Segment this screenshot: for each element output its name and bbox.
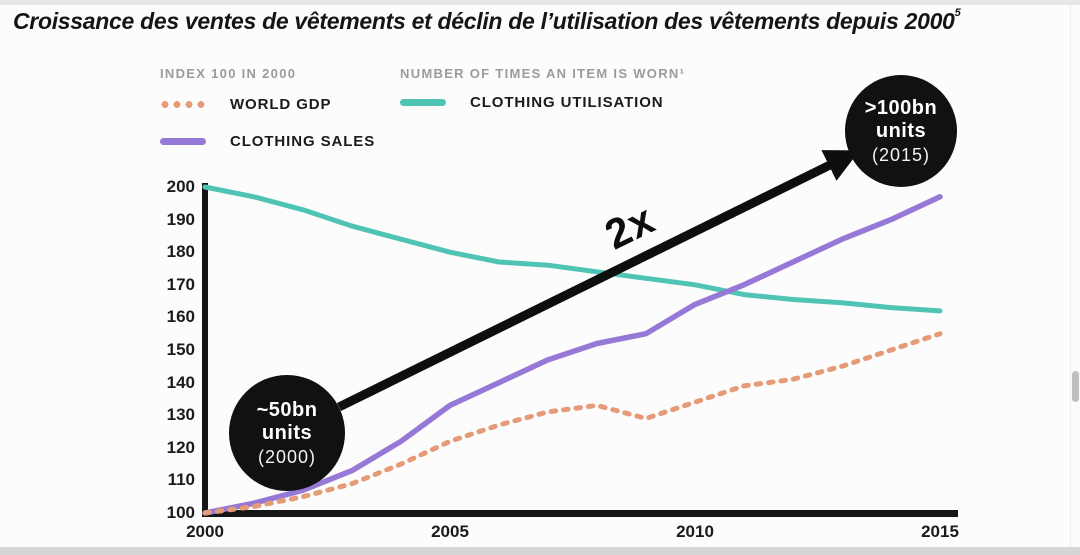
y-axis-tick-label: 120 [166,437,195,457]
legend-item-clothing-utilisation: CLOTHING UTILISATION [400,94,664,111]
annotation-bubble-2015-units: >100bn units (2015) [845,75,957,187]
annotation-bubble-2000-units: ~50bn units (2000) [229,375,345,491]
y-axis-tick-label: 130 [166,405,195,425]
legend: INDEX 100 IN 2000 NUMBER OF TIMES AN ITE… [160,66,684,150]
y-axis-tick-label: 200 [166,177,195,196]
x-axis: 2000 2005 2010 2015 [0,522,1080,548]
bubble-2000-year: (2000) [257,446,317,467]
x-axis-tick-label: 2005 [431,522,469,541]
x-axis-tick-label: 2000 [186,522,224,541]
top-edge-strip [0,0,1080,5]
world-gdp-line-swatch-icon [160,101,206,108]
bubble-2000-value: ~50bn [256,398,318,421]
title-footnote-marker: 5 [954,7,961,19]
y-axis-tick-label: 140 [166,372,195,392]
y-axis-tick-label: 170 [166,274,195,294]
y-axis-tick-label: 100 [166,503,195,522]
y-axis-tick-label: 110 [167,470,195,490]
bubble-2015-value: >100bn [864,96,938,119]
doubling-arrow [337,150,860,412]
legend-item-clothing-sales: CLOTHING SALES [160,133,375,150]
y-axis-tick-label: 190 [166,209,195,229]
scrollbar-thumb[interactable] [1072,371,1079,402]
x-axis-line [202,510,958,517]
bubble-2015-unit: units [875,119,927,142]
y-axis-tick-label: 160 [166,307,195,327]
bottom-edge-strip [0,547,1080,555]
x-axis-tick-label: 2015 [921,522,959,541]
clothing-utilisation-line-swatch-icon [400,99,446,106]
bubble-2000-unit: units [261,421,313,444]
x-axis-tick-label: 2010 [676,522,714,541]
legend-item-world-gdp: WORLD GDP [160,96,331,113]
y-axis: 100 110 120 130 140 150 160 170 180 190 200 [145,0,195,555]
line-world-gdp [202,331,943,516]
legend-label-world-gdp: WORLD GDP [230,96,332,113]
legend-label-clothing-sales: CLOTHING SALES [230,133,376,150]
page-title-text: Croissance des ventes de vêtements et dé… [13,8,955,34]
page-title: Croissance des ventes de vêtements et dé… [13,7,1073,35]
y-axis-line [202,183,208,517]
right-edge-line [1070,5,1071,547]
y-axis-tick-label: 180 [166,242,195,262]
line-clothing-sales [202,194,943,516]
y-axis-tick-label: 150 [166,340,195,359]
legend-left-header: INDEX 100 IN 2000 [160,66,297,81]
legend-label-clothing-utilisation: CLOTHING UTILISATION [470,94,664,111]
line-clothing-utilisation [202,184,943,314]
legend-right-header: NUMBER OF TIMES AN ITEM IS WORN¹ [400,66,686,81]
clothing-sales-line-swatch-icon [160,138,206,145]
bubble-2015-year: (2015) [871,144,931,165]
